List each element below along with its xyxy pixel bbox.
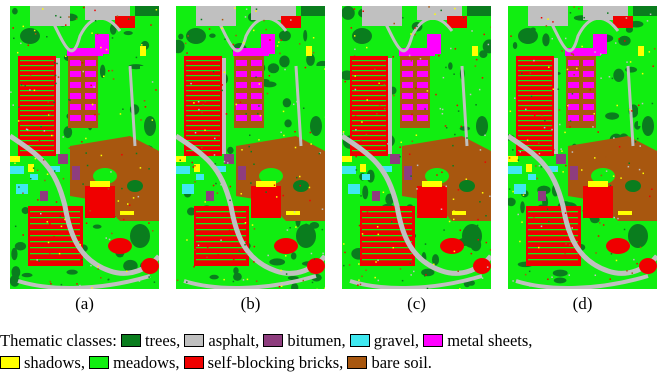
- caption-a: (a): [75, 294, 94, 313]
- legend-label-trees: trees,: [144, 331, 181, 350]
- legend-swatch-bitumen: [263, 334, 284, 347]
- legend-item-asphalt: asphalt,: [184, 331, 259, 350]
- legend-title: Thematic classes:: [0, 331, 117, 350]
- classification-map-b: [176, 6, 325, 289]
- legend-item-trees: trees,: [120, 331, 181, 350]
- legend-item-shadows: shadows,: [0, 353, 85, 372]
- legend-item-bare-soil: bare soil.: [347, 353, 432, 372]
- legend-swatch-shadows: [0, 356, 20, 369]
- legend-label-self-blocking-bricks: self-blocking bricks,: [207, 353, 344, 372]
- classification-map-a: [10, 6, 159, 289]
- legend-label-bitumen: bitumen,: [287, 331, 346, 350]
- caption-b: (b): [240, 294, 261, 313]
- legend-swatch-trees: [120, 334, 141, 347]
- legend-label-asphalt: asphalt,: [208, 331, 260, 350]
- legend-item-self-blocking-bricks: self-blocking bricks,: [183, 353, 344, 372]
- legend-swatch-gravel: [349, 334, 370, 347]
- legend-item-metal-sheets: metal sheets,: [423, 331, 532, 350]
- legend-swatch-metal-sheets: [423, 334, 444, 347]
- legend-swatch-self-blocking-bricks: [183, 356, 204, 369]
- legend-swatch-asphalt: [184, 334, 205, 347]
- classification-map-c: [342, 6, 491, 289]
- legend-item-bitumen: bitumen,: [263, 331, 346, 350]
- caption-c: (c): [407, 294, 426, 313]
- legend-label-bare-soil: bare soil.: [371, 353, 432, 372]
- caption-d: (d): [572, 294, 593, 313]
- legend-row-2: shadows, meadows, self-blocking bricks, …: [0, 352, 665, 374]
- legend-label-shadows: shadows,: [24, 353, 85, 372]
- legend-label-metal-sheets: metal sheets,: [447, 331, 533, 350]
- classification-map-d: [508, 6, 657, 289]
- legend-item-meadows: meadows,: [89, 353, 180, 372]
- legend-swatch-meadows: [89, 356, 110, 369]
- legend-swatch-bare-soil: [347, 356, 368, 369]
- legend-label-gravel: gravel,: [373, 331, 420, 350]
- legend-label-meadows: meadows,: [113, 353, 180, 372]
- legend-item-gravel: gravel,: [349, 331, 420, 350]
- legend: Thematic classes: trees, asphalt, bitume…: [0, 330, 665, 352]
